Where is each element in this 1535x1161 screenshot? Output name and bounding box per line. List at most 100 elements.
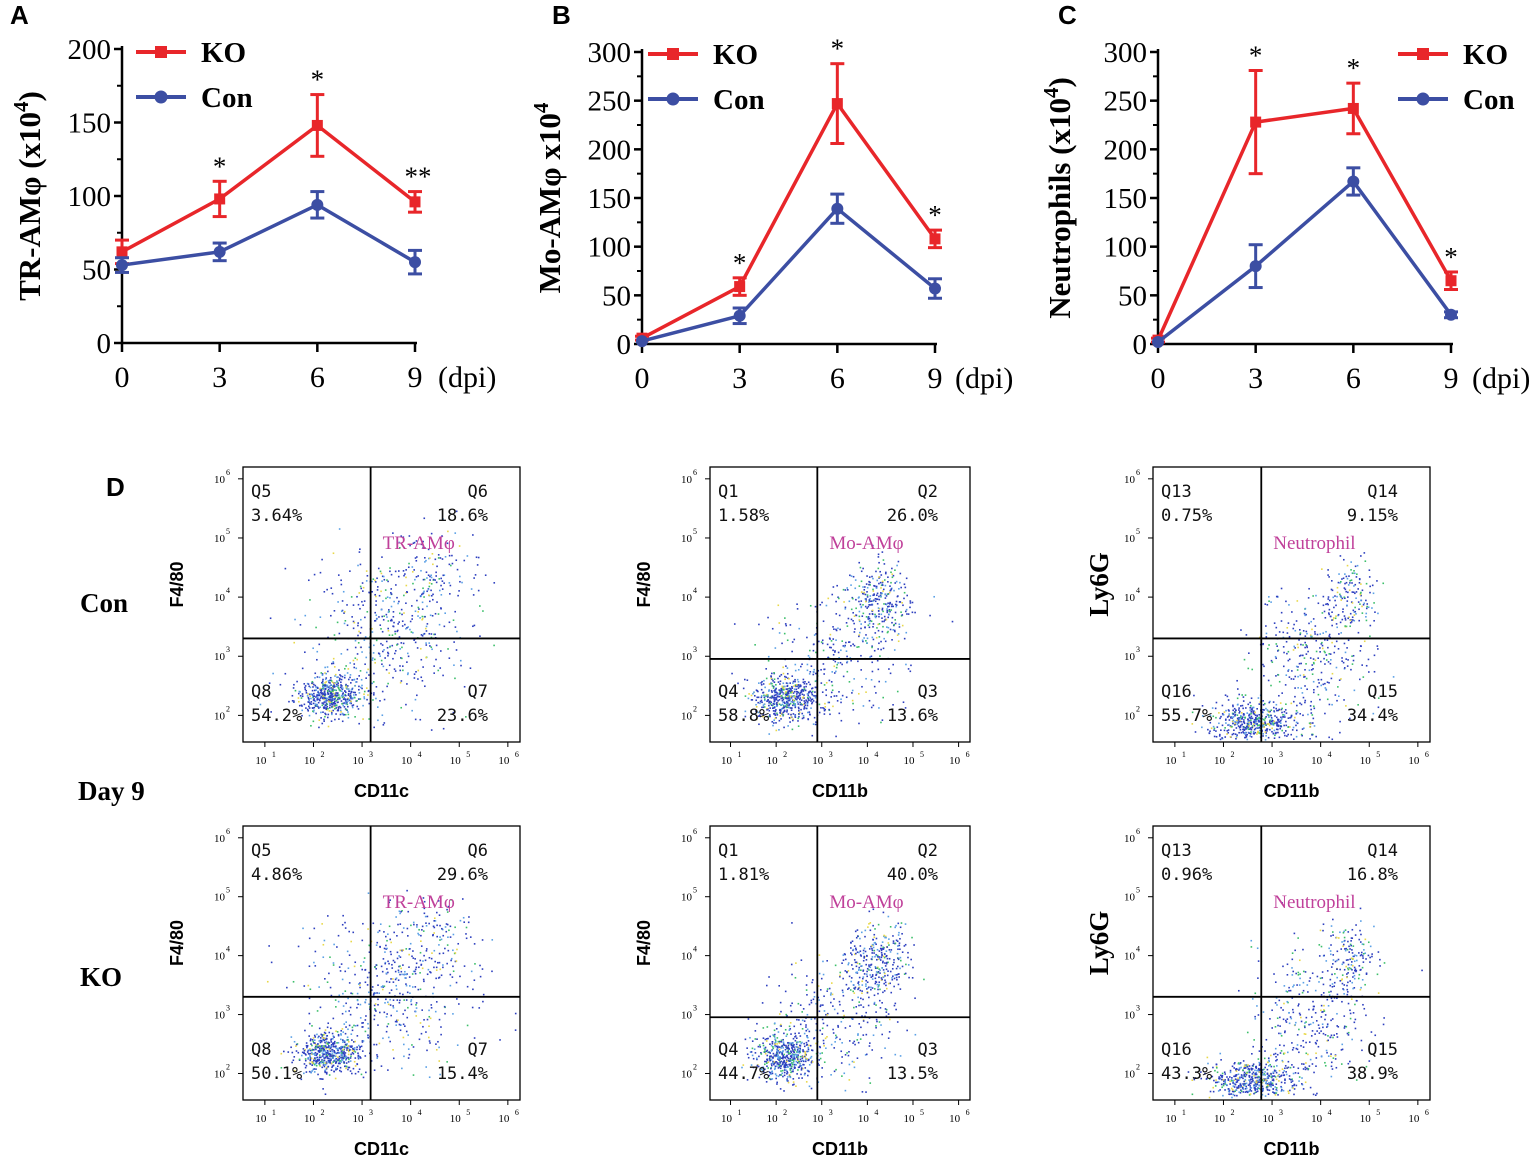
event-dot	[401, 665, 404, 667]
x-tick-label: 9	[408, 361, 423, 394]
event-dot	[1313, 725, 1316, 727]
facs-plot-con-mo: Q11.58%Q226.0%Q458.8%Q313.6%Mo-AMφ101102…	[634, 466, 971, 801]
event-dot	[312, 710, 314, 713]
event-dot	[1365, 616, 1367, 618]
event-dot	[777, 1067, 780, 1069]
event-dot	[320, 689, 323, 692]
event-dot	[1300, 733, 1303, 736]
event-dot	[895, 604, 898, 606]
event-dot	[846, 670, 849, 673]
event-dot	[313, 683, 315, 686]
quadrant-percent: 26.0%	[887, 506, 938, 526]
x-tick-exponent: 6	[1425, 750, 1429, 759]
event-dot	[1327, 598, 1330, 600]
event-dot	[333, 701, 336, 703]
plot-frame	[1152, 466, 1431, 743]
event-dot	[804, 689, 807, 692]
event-dot	[848, 641, 850, 643]
event-dot	[807, 1040, 810, 1042]
event-dot	[778, 695, 781, 698]
event-dot	[840, 649, 842, 652]
event-dot	[848, 681, 851, 683]
event-dot	[435, 977, 437, 980]
event-dot	[451, 562, 454, 565]
quadrant-name: Q7	[468, 682, 488, 702]
event-dot	[303, 1072, 305, 1075]
event-dot	[347, 668, 350, 670]
event-dot	[420, 543, 423, 546]
event-dot	[429, 971, 431, 973]
event-dot	[889, 672, 892, 675]
event-dot	[330, 1059, 332, 1061]
event-dot	[771, 704, 774, 707]
event-dot	[743, 678, 746, 681]
event-dot	[321, 1035, 324, 1037]
event-dot	[873, 685, 876, 688]
y-tick-exponent: 5	[693, 527, 697, 536]
event-dot	[884, 572, 887, 575]
event-dot	[406, 927, 409, 930]
event-dot	[379, 570, 382, 573]
event-dot	[343, 1057, 345, 1059]
event-dot	[1230, 726, 1232, 728]
event-dot	[428, 557, 430, 560]
event-dot	[416, 556, 418, 558]
event-dot	[325, 1061, 328, 1063]
event-dot	[771, 695, 774, 697]
event-dot	[776, 705, 778, 707]
event-dot	[345, 694, 347, 697]
event-dot	[1304, 668, 1306, 671]
event-dot	[1219, 733, 1221, 736]
event-dot	[436, 911, 438, 914]
event-dot	[313, 1058, 316, 1060]
event-dot	[870, 600, 873, 602]
event-dot	[448, 582, 451, 584]
event-dot	[1259, 732, 1261, 735]
event-dot	[307, 579, 310, 582]
event-dot	[383, 985, 386, 988]
event-dot	[347, 716, 350, 719]
event-dot	[340, 1033, 342, 1035]
event-dot	[1343, 615, 1346, 617]
event-dot	[1288, 604, 1290, 606]
event-dot	[1247, 718, 1249, 720]
series-line-con	[1156, 178, 1453, 344]
event-dot	[323, 685, 326, 688]
event-dot	[361, 684, 363, 687]
event-dot	[446, 1061, 448, 1063]
event-dot	[785, 688, 788, 690]
event-dot	[402, 669, 404, 672]
y-tick-label: 300	[1104, 37, 1148, 69]
event-dot	[835, 628, 837, 631]
event-dot	[1269, 710, 1271, 713]
event-dot	[1313, 707, 1316, 710]
event-dot	[333, 666, 336, 668]
event-dot	[1377, 697, 1380, 699]
event-dot	[363, 693, 365, 696]
event-dot	[784, 692, 786, 695]
event-dot	[420, 569, 422, 572]
event-dot	[388, 981, 391, 983]
event-dot	[417, 575, 420, 577]
event-dot	[343, 1055, 345, 1058]
event-dot	[790, 1033, 792, 1035]
event-dot	[830, 691, 833, 694]
event-dot	[323, 684, 326, 686]
event-dot	[770, 1073, 772, 1075]
event-dot	[334, 673, 337, 676]
event-dot	[303, 985, 306, 987]
data-point	[1249, 260, 1262, 273]
event-dot	[818, 711, 821, 714]
event-dot	[803, 708, 805, 710]
event-dot	[300, 1078, 303, 1081]
event-dot	[440, 650, 442, 652]
event-dot	[1232, 704, 1234, 707]
event-dot	[430, 574, 432, 577]
event-dot	[330, 696, 332, 698]
event-dot	[362, 1022, 364, 1024]
event-dot	[439, 557, 442, 559]
event-dot	[338, 966, 341, 968]
event-dot	[356, 678, 359, 680]
event-dot	[774, 710, 777, 712]
event-dot	[415, 575, 418, 578]
